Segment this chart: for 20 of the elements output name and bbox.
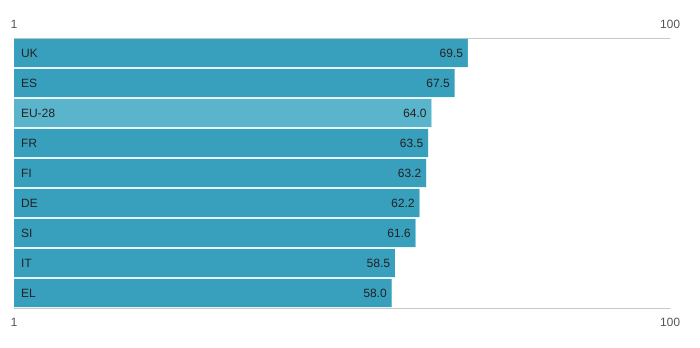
y-tick-label: EU-28 (21, 106, 56, 120)
y-tick-label: FI (21, 166, 32, 180)
x2-tick-label: 100 (660, 17, 680, 31)
y-tick-label: ES (21, 76, 38, 90)
data-label: 63.2 (398, 166, 422, 180)
data-label: 58.0 (363, 286, 388, 300)
data-label: 58.5 (366, 256, 390, 270)
y-tick-label: UK (21, 46, 38, 60)
data-label: 69.5 (440, 46, 464, 60)
x2-tick-label: 1 (10, 17, 18, 31)
data-label: 62.2 (391, 196, 415, 210)
data-label: 64.0 (403, 106, 427, 120)
data-label: 63.5 (400, 136, 424, 150)
y-tick-label: EL (21, 286, 36, 300)
y-tick-label: IT (21, 256, 32, 270)
data-label: 67.5 (426, 76, 450, 90)
data-label: 61.6 (387, 226, 411, 240)
y-tick-label: DE (21, 196, 38, 210)
y-tick-label: SI (21, 226, 32, 240)
y-tick-label: FR (21, 136, 38, 150)
